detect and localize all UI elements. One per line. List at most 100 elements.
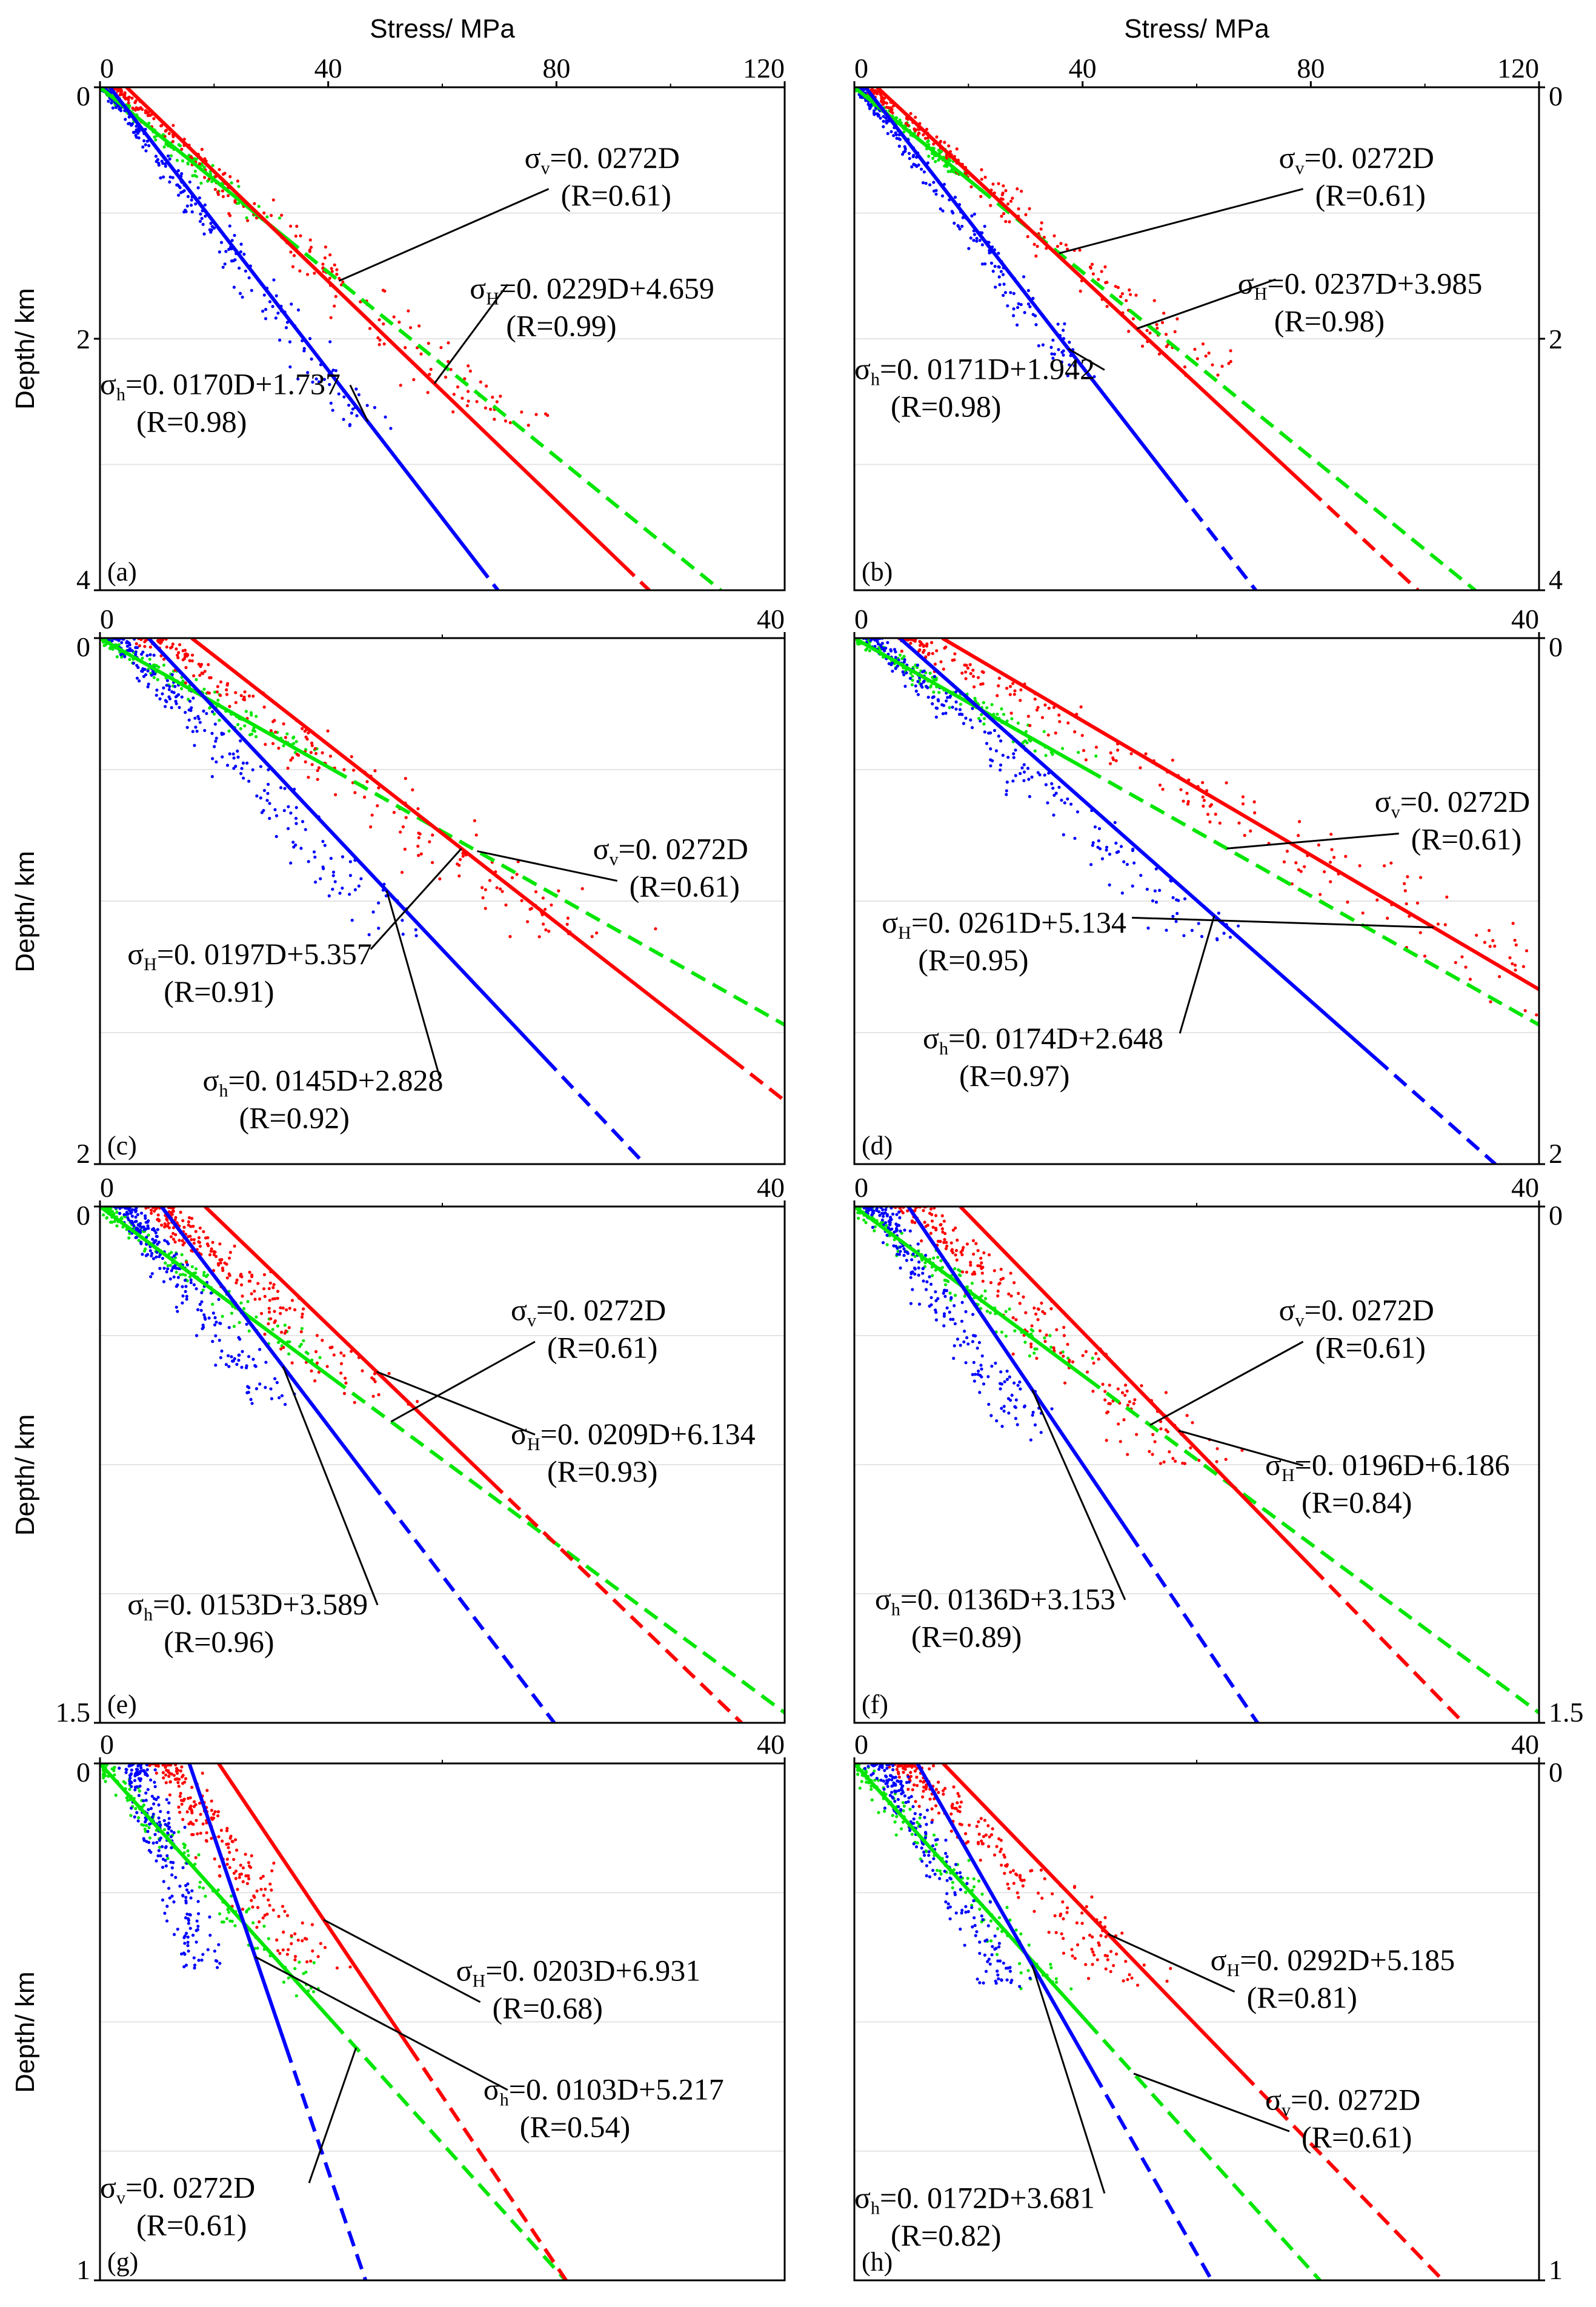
blue-data-point	[289, 811, 293, 815]
red-data-point	[976, 1249, 980, 1253]
red-data-point	[305, 1937, 308, 1941]
blue-data-point	[240, 1365, 244, 1369]
red-data-point	[958, 1805, 962, 1809]
blue-data-point	[348, 893, 351, 896]
blue-data-point	[294, 806, 298, 810]
blue-data-point	[922, 170, 926, 174]
blue-data-point	[107, 99, 110, 103]
red-data-point	[1318, 893, 1322, 896]
red-data-point	[1026, 714, 1030, 718]
red-data-point	[376, 804, 379, 808]
red-data-point	[392, 315, 396, 319]
blue-data-point	[213, 722, 217, 726]
blue-data-point	[144, 1227, 148, 1231]
blue-data-point	[978, 1391, 982, 1394]
red-data-point	[1094, 745, 1099, 749]
green-data-point	[870, 1798, 874, 1802]
blue-data-point	[198, 1302, 202, 1307]
blue-data-point	[150, 1794, 154, 1798]
blue-data-point	[934, 192, 938, 196]
red-data-point	[1297, 834, 1300, 837]
blue-data-point	[203, 203, 207, 207]
red-data-point	[218, 168, 221, 171]
red-data-point	[270, 1888, 273, 1892]
blue-data-point	[1068, 341, 1071, 344]
blue-data-point	[264, 1386, 267, 1390]
red-data-point	[428, 373, 431, 376]
red-data-point	[1303, 865, 1306, 868]
green-data-point	[108, 646, 112, 650]
blue-data-point	[948, 1310, 951, 1314]
red-data-point	[290, 1361, 294, 1365]
blue-data-point	[302, 347, 306, 350]
red-data-point	[169, 1235, 173, 1239]
red-data-point	[912, 1783, 916, 1787]
blue-data-point	[1056, 322, 1060, 326]
blue-data-point	[885, 1766, 889, 1770]
blue-data-point	[164, 1859, 167, 1862]
blue-data-point	[932, 181, 936, 184]
blue-data-point	[936, 1837, 939, 1842]
red-data-point	[1011, 1316, 1015, 1320]
red-data-point	[484, 907, 487, 910]
blue-data-point	[190, 204, 193, 207]
red-data-point	[971, 1272, 974, 1276]
blue-data-point	[978, 1981, 982, 1985]
blue-data-point	[130, 1768, 133, 1772]
red-data-point	[300, 1315, 304, 1319]
blue-data-point	[1063, 801, 1066, 805]
blue-data-point	[195, 1940, 198, 1944]
blue-data-point	[999, 763, 1003, 767]
red-data-point	[922, 133, 925, 137]
blue-data-point	[160, 159, 164, 163]
blue-data-point	[145, 654, 149, 657]
blue-data-point	[908, 1829, 912, 1833]
blue-data-point	[914, 1845, 919, 1849]
blue-data-point	[259, 796, 262, 800]
y-tick-label: 1	[76, 2254, 90, 2285]
green-data-point	[247, 1907, 251, 1911]
blue-data-point	[1197, 922, 1200, 925]
blue-data-point	[184, 1285, 188, 1288]
y-tick-label: 0	[1549, 81, 1563, 112]
red-data-point	[180, 147, 184, 151]
blue-data-point	[189, 708, 193, 713]
red-data-point	[980, 1261, 983, 1265]
red-data-point	[1041, 1310, 1045, 1314]
blue-data-point	[317, 380, 321, 384]
red-data-point	[989, 204, 993, 207]
red-data-point	[1493, 944, 1497, 948]
green-data-point	[182, 1842, 185, 1846]
blue-data-point	[1054, 791, 1058, 795]
plot-area	[854, 87, 1477, 590]
red-data-point	[1052, 234, 1056, 238]
y-tick-label: 0	[1549, 1757, 1563, 1788]
blue-data-point	[328, 340, 332, 344]
blue-data-point	[161, 1256, 164, 1260]
red-data-point	[1227, 362, 1231, 365]
red-data-point	[520, 410, 524, 414]
blue-fit-extrapolation	[284, 2047, 368, 2280]
blue-data-point	[214, 1334, 218, 1337]
blue-data-point	[1002, 1405, 1006, 1408]
blue-data-point	[126, 1207, 130, 1210]
blue-data-point	[149, 1806, 153, 1810]
red-data-point	[203, 670, 207, 673]
red-data-point	[922, 1780, 926, 1783]
red-data-point	[171, 1226, 176, 1230]
blue-data-point	[159, 1854, 162, 1858]
red-data-point	[1346, 900, 1349, 904]
blue-data-point	[952, 1356, 956, 1360]
blue-data-point	[1014, 1405, 1017, 1410]
red-data-point	[996, 1290, 1000, 1293]
red-annotation-leader	[1108, 1933, 1235, 1993]
red-data-point	[1008, 685, 1012, 688]
red-data-point	[976, 1264, 980, 1268]
red-data-point	[980, 1271, 984, 1275]
blue-data-point	[147, 1808, 150, 1811]
red-data-point	[1016, 1891, 1019, 1895]
green-data-point	[158, 1845, 162, 1849]
red-data-point	[499, 394, 502, 398]
blue-data-point	[181, 1866, 185, 1869]
red-data-point	[1423, 954, 1427, 958]
